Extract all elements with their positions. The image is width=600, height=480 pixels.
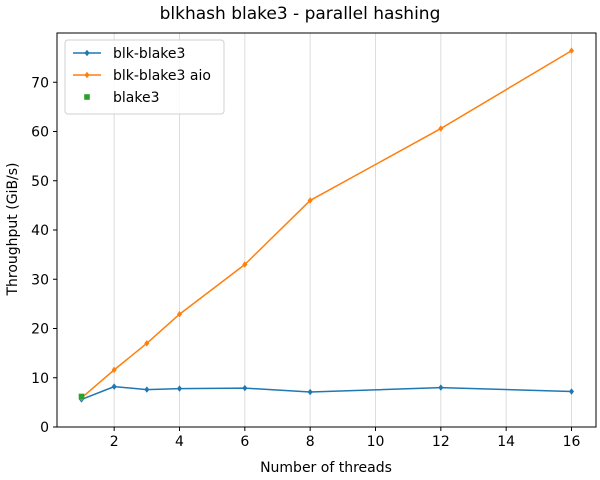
data-point [307, 197, 313, 204]
series-line [81, 50, 572, 399]
data-point [144, 386, 150, 393]
data-point [242, 261, 248, 268]
legend-marker [84, 71, 90, 79]
x-tick-label: 16 [563, 434, 581, 450]
x-tick-label: 14 [497, 434, 515, 450]
x-axis-label: Number of threads [260, 460, 392, 476]
data-point [568, 388, 575, 395]
y-tick-label: 10 [31, 371, 49, 387]
y-tick-label: 30 [31, 272, 49, 288]
data-point [438, 125, 444, 132]
y-tick-label: 0 [40, 420, 49, 436]
x-tick-label: 4 [175, 434, 184, 450]
y-axis-label: Throughput (GiB/s) [5, 162, 21, 296]
data-point [242, 384, 248, 392]
chart-title: blkhash blake3 - parallel hashing [160, 4, 441, 24]
y-tick-label: 20 [31, 322, 49, 338]
series-blake3 [78, 393, 85, 400]
legend-item: blk-blake3 [73, 46, 185, 62]
data-point [111, 366, 117, 374]
x-tick-label: 8 [306, 434, 315, 450]
x-tick-label: 6 [240, 434, 249, 450]
y-tick-label: 40 [31, 223, 49, 239]
data-point [176, 385, 183, 392]
x-tick-label: 2 [110, 434, 119, 450]
legend-marker [84, 94, 90, 100]
legend-item: blk-blake3 aio [73, 68, 211, 84]
y-tick-label: 60 [31, 125, 49, 141]
axis-ticks: 2 4 6 8 10 12 14 16 0 10 20 30 40 50 60 70 [31, 75, 580, 450]
legend-marker [84, 49, 90, 57]
data-point [568, 47, 575, 54]
data-point [307, 388, 313, 396]
legend: blk-blake3 blk-blake3 aio blake3 [64, 39, 225, 115]
x-tick-label: 10 [367, 434, 385, 450]
legend-label: blk-blake3 aio [113, 68, 211, 84]
data-point [438, 384, 444, 391]
y-tick-label: 50 [31, 174, 49, 190]
data-point [111, 383, 117, 390]
series-line [81, 385, 572, 401]
data-point [78, 393, 85, 400]
y-tick-label: 70 [31, 75, 49, 91]
plot-series [78, 47, 575, 403]
legend-label: blk-blake3 [113, 46, 185, 62]
series-blk-blake3-aio [78, 47, 575, 402]
legend-box [64, 39, 225, 115]
legend-label: blake3 [113, 90, 159, 106]
legend-item: blake3 [84, 90, 159, 106]
x-tick-label: 12 [432, 434, 450, 450]
data-point [176, 311, 183, 318]
data-point [144, 340, 150, 347]
